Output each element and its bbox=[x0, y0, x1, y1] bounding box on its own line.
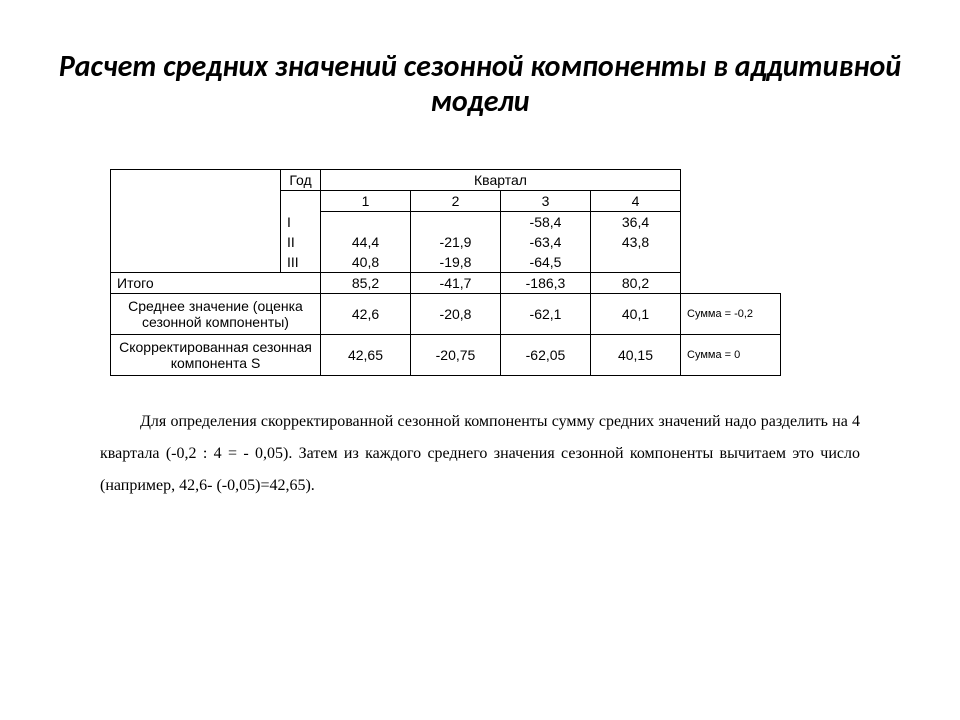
adj-note: Сумма = 0 bbox=[681, 335, 781, 376]
adj-4: 40,15 bbox=[591, 335, 681, 376]
header-q4: 4 bbox=[591, 191, 681, 212]
adj-2: -20,75 bbox=[411, 335, 501, 376]
mean-1: 42,6 bbox=[321, 294, 411, 335]
slide: Расчет средних значений сезонной компоне… bbox=[0, 0, 960, 720]
cell-I-3: -58,4 bbox=[501, 212, 591, 233]
header-year: Год bbox=[281, 170, 321, 191]
cell-I-2 bbox=[411, 212, 501, 233]
header-q2: 2 bbox=[411, 191, 501, 212]
header-quarter: Квартал bbox=[321, 170, 681, 191]
mean-4: 40,1 bbox=[591, 294, 681, 335]
cell-III-3: -64,5 bbox=[501, 252, 591, 273]
mean-2: -20,8 bbox=[411, 294, 501, 335]
page-title: Расчет средних значений сезонной компоне… bbox=[50, 50, 910, 119]
total-label: Итого bbox=[111, 273, 321, 294]
cell-II-1: 44,4 bbox=[321, 232, 411, 252]
row-blank bbox=[111, 212, 281, 233]
mean-3: -62,1 bbox=[501, 294, 591, 335]
total-2: -41,7 bbox=[411, 273, 501, 294]
header-year-blank bbox=[281, 191, 321, 212]
row-blank bbox=[111, 252, 281, 273]
total-3: -186,3 bbox=[501, 273, 591, 294]
total-1: 85,2 bbox=[321, 273, 411, 294]
mean-label: Среднее значение (оценка сезонной компон… bbox=[111, 294, 321, 335]
cell-I-1 bbox=[321, 212, 411, 233]
row-blank bbox=[111, 232, 281, 252]
explanation-paragraph: Для определения скорректированной сезонн… bbox=[100, 406, 860, 502]
year-1: I bbox=[281, 212, 321, 233]
total-4: 80,2 bbox=[591, 273, 681, 294]
adj-label: Скорректированная сезонная компонента S bbox=[111, 335, 321, 376]
mean-note: Сумма = -0,2 bbox=[681, 294, 781, 335]
cell-III-1: 40,8 bbox=[321, 252, 411, 273]
cell-III-4 bbox=[591, 252, 681, 273]
year-3: III bbox=[281, 252, 321, 273]
adj-3: -62,05 bbox=[501, 335, 591, 376]
header-q3: 3 bbox=[501, 191, 591, 212]
adj-1: 42,65 bbox=[321, 335, 411, 376]
cell-II-2: -21,9 bbox=[411, 232, 501, 252]
cell-II-4: 43,8 bbox=[591, 232, 681, 252]
cell-I-4: 36,4 bbox=[591, 212, 681, 233]
header-q1: 1 bbox=[321, 191, 411, 212]
seasonal-table: Год Квартал 1 2 3 4 I -58,4 36,4 bbox=[110, 169, 850, 376]
cell-III-2: -19,8 bbox=[411, 252, 501, 273]
year-2: II bbox=[281, 232, 321, 252]
header-blank bbox=[111, 170, 281, 212]
cell-II-3: -63,4 bbox=[501, 232, 591, 252]
